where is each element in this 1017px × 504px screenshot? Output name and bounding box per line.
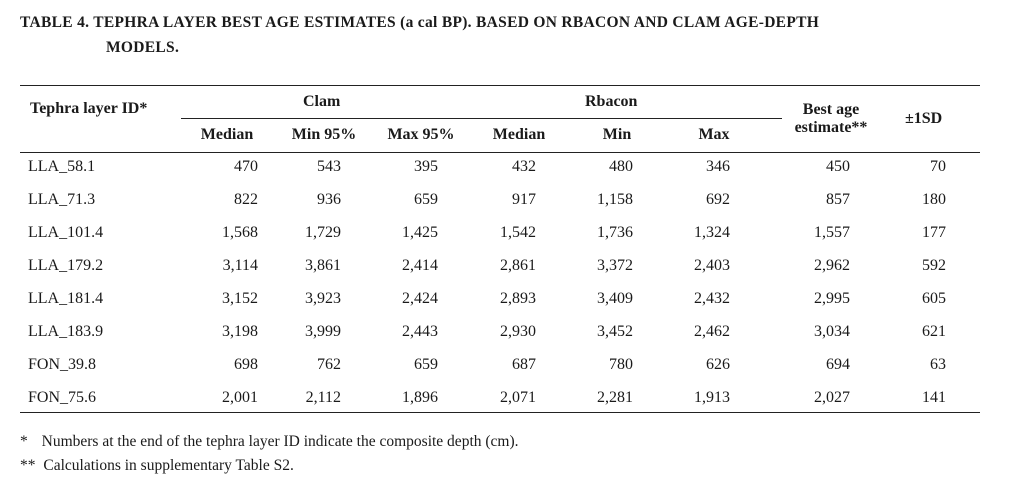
value-cell: 450 <box>826 158 850 175</box>
tephra-id-cell: LLA_101.4 <box>28 224 104 241</box>
bottom-rule <box>20 412 980 414</box>
value-cell: 3,114 <box>222 257 258 274</box>
value-cell: 1,158 <box>597 191 633 208</box>
value-cell: 180 <box>922 191 946 208</box>
value-cell: 141 <box>922 389 946 406</box>
header-sd: ±1SD <box>905 110 943 127</box>
value-cell: 3,999 <box>305 323 341 340</box>
header-rbacon: Rbacon <box>585 93 638 110</box>
subheader-max-95--2: Max 95% <box>387 126 455 143</box>
value-cell: 659 <box>414 191 438 208</box>
tephra-id-cell: LLA_181.4 <box>28 290 104 307</box>
footnote-text: Numbers at the end of the tephra layer I… <box>41 433 519 450</box>
value-cell: 1,913 <box>694 389 730 406</box>
header-tephra-id: Tephra layer ID* <box>30 100 148 117</box>
value-cell: 3,034 <box>814 323 850 340</box>
value-cell: 3,372 <box>597 257 633 274</box>
value-cell: 2,962 <box>814 257 850 274</box>
value-cell: 1,568 <box>222 224 258 241</box>
tephra-id-cell: FON_75.6 <box>28 389 97 406</box>
value-cell: 2,424 <box>402 290 438 307</box>
value-cell: 1,557 <box>814 224 850 241</box>
value-cell: 621 <box>922 323 946 340</box>
value-cell: 3,452 <box>597 323 633 340</box>
footnote-text: Calculations in supplementary Table S2. <box>43 457 294 474</box>
header-best-age: Best age estimate** <box>776 101 886 137</box>
value-cell: 694 <box>826 356 850 373</box>
value-cell: 2,281 <box>597 389 633 406</box>
value-cell: 936 <box>317 191 341 208</box>
value-cell: 659 <box>414 356 438 373</box>
value-cell: 2,432 <box>694 290 730 307</box>
value-cell: 1,736 <box>597 224 633 241</box>
value-cell: 857 <box>826 191 850 208</box>
value-cell: 3,861 <box>305 257 341 274</box>
value-cell: 592 <box>922 257 946 274</box>
value-cell: 177 <box>922 224 946 241</box>
value-cell: 1,425 <box>402 224 438 241</box>
value-cell: 2,462 <box>694 323 730 340</box>
value-cell: 762 <box>317 356 341 373</box>
tephra-id-cell: LLA_179.2 <box>28 257 104 274</box>
top-rule <box>20 85 980 87</box>
value-cell: 3,923 <box>305 290 341 307</box>
tephra-id-cell: LLA_71.3 <box>28 191 96 208</box>
value-cell: 2,893 <box>500 290 536 307</box>
value-cell: 1,896 <box>402 389 438 406</box>
value-cell: 346 <box>706 158 730 175</box>
tephra-id-cell: LLA_58.1 <box>28 158 96 175</box>
value-cell: 3,198 <box>222 323 258 340</box>
value-cell: 698 <box>234 356 258 373</box>
value-cell: 2,071 <box>500 389 536 406</box>
value-cell: 2,861 <box>500 257 536 274</box>
footnote-mark: * <box>20 433 28 450</box>
value-cell: 2,414 <box>402 257 438 274</box>
value-cell: 63 <box>930 356 946 373</box>
header-clam: Clam <box>303 93 341 110</box>
value-cell: 1,324 <box>694 224 730 241</box>
group-rule <box>181 118 782 120</box>
subheader-max-5: Max <box>698 126 730 143</box>
value-cell: 70 <box>930 158 946 175</box>
footnote-2: ** Calculations in supplementary Table S… <box>20 457 294 475</box>
value-cell: 2,995 <box>814 290 850 307</box>
table-title: TABLE 4. TEPHRA LAYER BEST AGE ESTIMATES… <box>20 14 820 31</box>
value-cell: 480 <box>609 158 633 175</box>
table-title-continued: MODELS. <box>106 39 180 56</box>
value-cell: 917 <box>512 191 536 208</box>
subheader-min-4: Min <box>602 126 632 143</box>
footnote-mark: ** <box>20 457 36 474</box>
value-cell: 2,112 <box>305 389 341 406</box>
value-cell: 692 <box>706 191 730 208</box>
header-best-age-line2: estimate** <box>794 119 868 136</box>
value-cell: 2,027 <box>814 389 850 406</box>
value-cell: 626 <box>706 356 730 373</box>
header-best-age-line1: Best age <box>802 101 860 118</box>
value-cell: 3,409 <box>597 290 633 307</box>
value-cell: 1,542 <box>500 224 536 241</box>
value-cell: 3,152 <box>222 290 258 307</box>
value-cell: 2,930 <box>500 323 536 340</box>
tephra-id-cell: FON_39.8 <box>28 356 97 373</box>
subheader-median-3: Median <box>492 126 546 143</box>
value-cell: 2,443 <box>402 323 438 340</box>
value-cell: 780 <box>609 356 633 373</box>
value-cell: 432 <box>512 158 536 175</box>
header-rule <box>20 152 980 154</box>
value-cell: 687 <box>512 356 536 373</box>
value-cell: 605 <box>922 290 946 307</box>
value-cell: 1,729 <box>305 224 341 241</box>
value-cell: 2,001 <box>222 389 258 406</box>
tephra-id-cell: LLA_183.9 <box>28 323 104 340</box>
value-cell: 822 <box>234 191 258 208</box>
value-cell: 543 <box>317 158 341 175</box>
subheader-median-0: Median <box>200 126 254 143</box>
value-cell: 2,403 <box>694 257 730 274</box>
subheader-min-95--1: Min 95% <box>291 126 357 143</box>
value-cell: 470 <box>234 158 258 175</box>
value-cell: 395 <box>414 158 438 175</box>
footnote-1: * Numbers at the end of the tephra layer… <box>20 433 519 451</box>
